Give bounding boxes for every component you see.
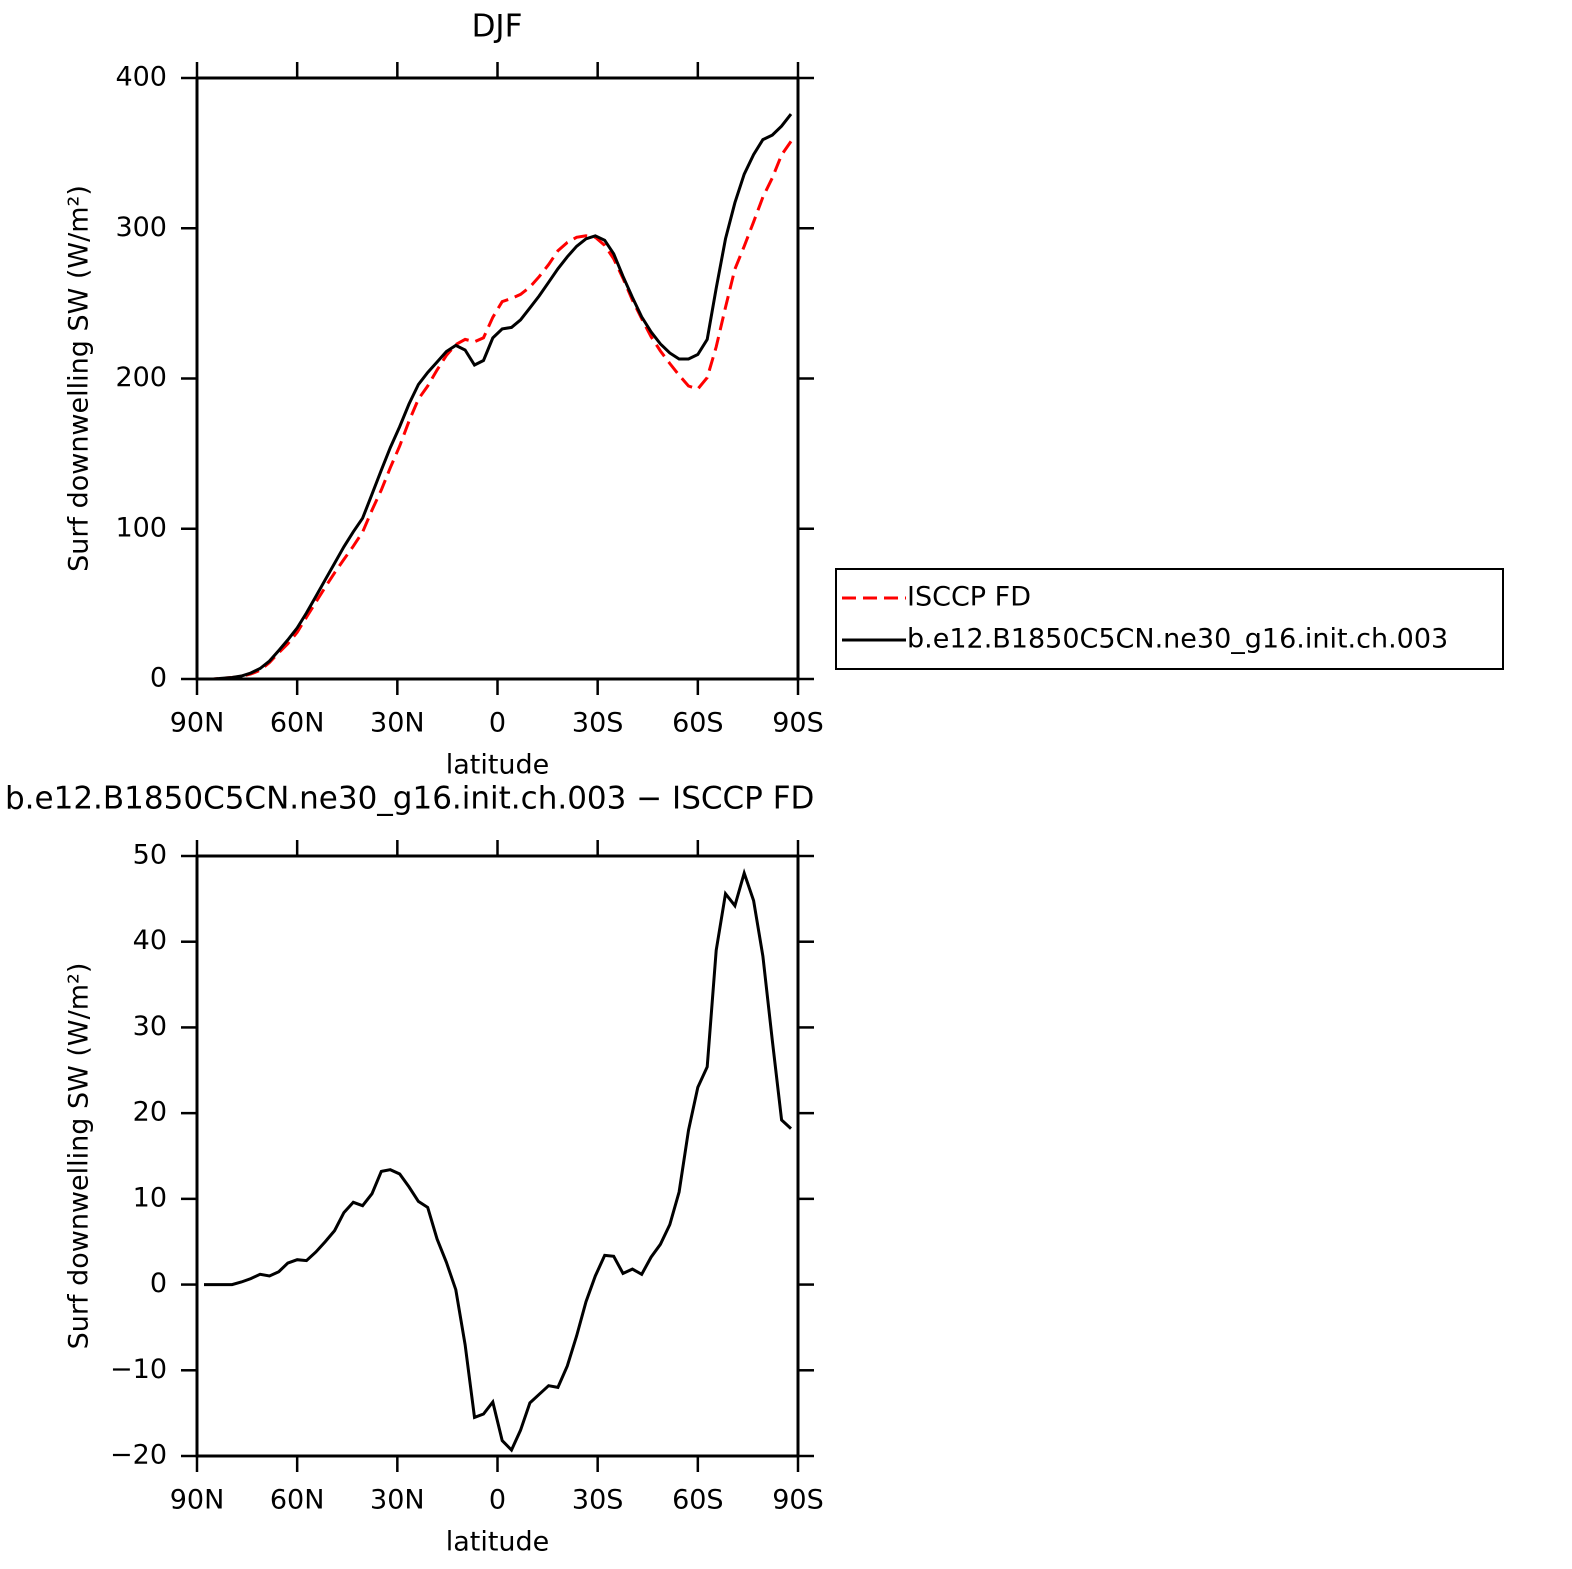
y-tick-label: 50 xyxy=(133,840,167,871)
y-axis-label: Surf downwelling SW (W/m²) xyxy=(64,185,95,572)
x-tick-label: 60S xyxy=(672,1485,724,1516)
x-tick-label: 60N xyxy=(270,1485,325,1516)
legend-box xyxy=(835,568,1504,670)
y-tick-label: 0 xyxy=(150,663,167,694)
y-tick-label: 20 xyxy=(133,1097,167,1128)
x-tick-label: 90N xyxy=(170,1485,225,1516)
x-tick-label: 60N xyxy=(270,708,325,739)
plot-frame xyxy=(195,76,800,681)
x-tick-label: 90S xyxy=(772,708,824,739)
x-tick-label: 30S xyxy=(572,1485,624,1516)
y-tick-label: 30 xyxy=(133,1011,167,1042)
x-tick-label: 60S xyxy=(672,708,724,739)
y-tick-label: 0 xyxy=(150,1268,167,1299)
x-axis-label: latitude xyxy=(446,750,550,781)
y-tick-label: 10 xyxy=(133,1182,167,1213)
x-tick-label: 30N xyxy=(370,1485,425,1516)
plot-frame xyxy=(195,854,800,1458)
chart-title: DJF xyxy=(472,9,523,45)
x-tick-label: 90N xyxy=(170,708,225,739)
y-tick-label: 300 xyxy=(115,212,167,243)
y-tick-label: −10 xyxy=(110,1354,167,1385)
x-tick-label: 30S xyxy=(572,708,624,739)
x-tick-label: 0 xyxy=(489,1485,506,1516)
y-tick-label: 40 xyxy=(133,925,167,956)
y-axis-label: Surf downwelling SW (W/m²) xyxy=(64,963,95,1350)
x-tick-label: 30N xyxy=(370,708,425,739)
legend-label: b.e12.B1850C5CN.ne30_g16.init.ch.003 xyxy=(907,624,1448,655)
line-series xyxy=(204,140,793,681)
line-series xyxy=(204,868,793,1453)
y-tick-label: −20 xyxy=(110,1440,167,1471)
chart-title: b.e12.B1850C5CN.ne30_g16.init.ch.003 − I… xyxy=(5,781,814,817)
legend-label: ISCCP FD xyxy=(907,582,1031,613)
line-series xyxy=(204,113,793,681)
y-tick-label: 400 xyxy=(115,62,167,93)
y-tick-label: 200 xyxy=(115,362,167,393)
x-tick-label: 90S xyxy=(772,1485,824,1516)
y-tick-label: 100 xyxy=(115,512,167,543)
x-tick-label: 0 xyxy=(489,708,506,739)
legend: ISCCP FD b.e12.B1850C5CN.ne30_g16.init.ch… xyxy=(835,568,1504,670)
x-axis-label: latitude xyxy=(446,1527,550,1558)
